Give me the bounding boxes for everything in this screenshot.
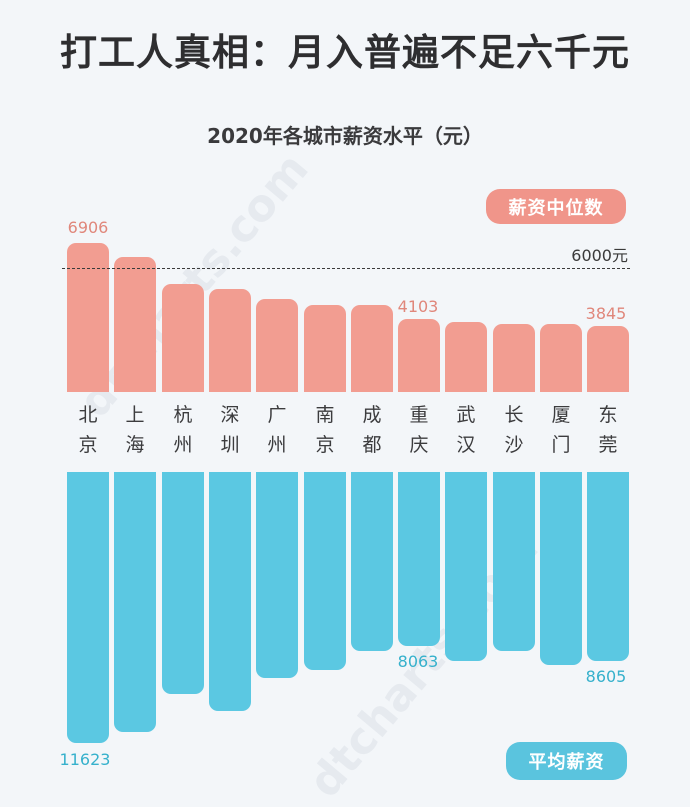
- median-label-dongguan: 3845: [585, 304, 627, 323]
- average-bar: [304, 472, 346, 670]
- city-label-line2: 都: [362, 434, 382, 456]
- city-label-line2: 圳: [220, 434, 240, 456]
- city-label: 长沙: [493, 400, 535, 460]
- average-bar: [256, 472, 298, 679]
- city-label: 广州: [256, 400, 298, 460]
- average-bar: [209, 472, 251, 712]
- city-label-line2: 州: [173, 434, 193, 456]
- median-bar: [162, 284, 204, 392]
- median-bar: [256, 298, 298, 392]
- median-bar: [67, 243, 109, 392]
- average-bar: [114, 472, 156, 733]
- median-bar: [114, 256, 156, 392]
- average-bar: [398, 472, 440, 646]
- median-bar: [493, 323, 535, 392]
- reference-label: 6000元: [571, 246, 628, 265]
- average-bar: [493, 472, 535, 652]
- city-label-line1: 厦: [551, 404, 571, 426]
- average-label-chongqing: 8063: [397, 652, 439, 671]
- average-label-dongguan: 8605: [585, 667, 627, 686]
- reference-line-6000: [62, 268, 630, 269]
- city-label-line1: 广: [267, 404, 287, 426]
- city-label: 东莞: [587, 400, 629, 460]
- city-label-line1: 北: [78, 404, 98, 426]
- city-label-line2: 庆: [409, 434, 429, 456]
- city-label: 厦门: [540, 400, 582, 460]
- average-bar: [540, 472, 582, 665]
- city-label-line2: 京: [315, 434, 335, 456]
- city-label: 成都: [351, 400, 393, 460]
- city-label-line2: 莞: [598, 434, 618, 456]
- city-label: 南京: [304, 400, 346, 460]
- city-label-line1: 重: [409, 404, 429, 426]
- median-label-beijing: 6906: [67, 218, 109, 237]
- average-label-beijing: 11623: [59, 750, 111, 769]
- legend-average: 平均薪资: [506, 742, 627, 780]
- city-label-line2: 京: [78, 434, 98, 456]
- average-bar: [67, 472, 109, 743]
- city-label-line1: 杭: [173, 404, 193, 426]
- median-bar: [587, 325, 629, 392]
- city-label: 重庆: [398, 400, 440, 460]
- city-label-line1: 成: [362, 404, 382, 426]
- median-bar: [398, 318, 440, 392]
- city-label: 上海: [114, 400, 156, 460]
- city-label: 杭州: [162, 400, 204, 460]
- average-bar: [351, 472, 393, 652]
- average-bar: [445, 472, 487, 661]
- city-label: 北京: [67, 400, 109, 460]
- page-title: 打工人真相：月入普遍不足六千元: [60, 31, 630, 74]
- chart-subtitle: 2020年各城市薪资水平（元）: [207, 124, 483, 148]
- city-label-line1: 南: [315, 404, 335, 426]
- city-label-line2: 沙: [504, 434, 524, 456]
- median-label-chongqing: 4103: [397, 297, 439, 316]
- city-label-line1: 深: [220, 404, 240, 426]
- city-label-line1: 上: [125, 404, 145, 426]
- average-bar: [162, 472, 204, 694]
- city-label-line2: 海: [125, 434, 145, 456]
- median-bar: [540, 323, 582, 392]
- city-label: 深圳: [209, 400, 251, 460]
- city-label-line1: 长: [504, 404, 524, 426]
- median-bar: [304, 304, 346, 392]
- city-label: 武汉: [445, 400, 487, 460]
- city-label-line2: 州: [267, 434, 287, 456]
- median-bar: [209, 288, 251, 392]
- median-bar: [445, 322, 487, 392]
- median-bar: [351, 304, 393, 392]
- city-label-line1: 武: [456, 404, 476, 426]
- legend-median: 薪资中位数: [486, 189, 626, 224]
- average-bar: [587, 472, 629, 661]
- city-label-line2: 门: [551, 434, 571, 456]
- city-label-line1: 东: [598, 404, 618, 426]
- city-label-line2: 汉: [456, 434, 476, 456]
